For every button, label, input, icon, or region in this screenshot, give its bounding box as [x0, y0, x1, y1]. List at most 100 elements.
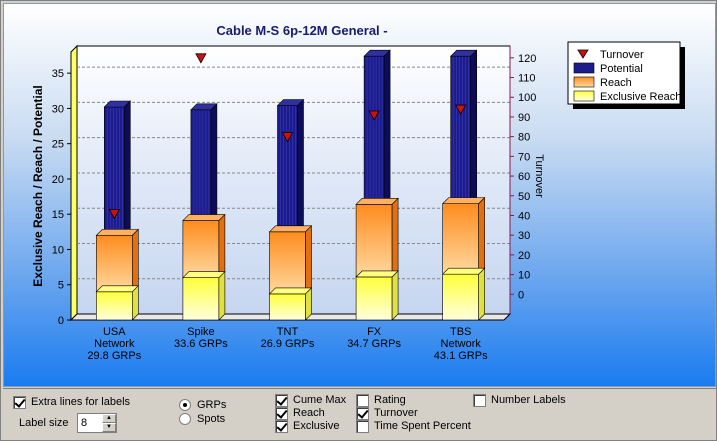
- bar-exclusive-side: [391, 270, 399, 321]
- x-category-label: 43.1 GRPs: [434, 350, 488, 362]
- radio-grps[interactable]: GRPs: [179, 398, 226, 412]
- label-size-spinner[interactable]: ▲ ▼: [77, 413, 117, 433]
- y-tick-label: 35: [52, 68, 64, 80]
- time-spent-label: Time Spent Percent: [374, 420, 471, 432]
- x-category-label: 33.6 GRPs: [174, 338, 228, 350]
- exclusive-label: Exclusive: [293, 420, 340, 432]
- y-tick-label: 15: [52, 209, 64, 221]
- bar-reach-side: [478, 196, 486, 275]
- exclusive-check-box[interactable]: [275, 419, 288, 433]
- x-category-label: FX: [367, 326, 382, 338]
- y-tick-label: 10: [52, 244, 64, 256]
- reach-checkbox[interactable]: Reach: [275, 406, 325, 420]
- extra-lines-label: Extra lines for labels: [31, 396, 131, 408]
- cume-max-checkbox[interactable]: Cume Max: [275, 393, 346, 407]
- bar-reach: [355, 204, 393, 278]
- legend-swatch: [573, 90, 595, 102]
- y2-tick-label: 110: [518, 73, 536, 85]
- legend-swatch: [573, 76, 595, 88]
- bar-exclusive: [96, 291, 133, 321]
- bar-exclusive-side: [305, 287, 312, 321]
- turnover-label: Turnover: [374, 407, 418, 419]
- bar-reach-side: [218, 213, 226, 279]
- bar-exclusive-top: [182, 271, 226, 278]
- extra-lines-checkbox[interactable]: Extra lines for labels: [13, 395, 130, 409]
- bar-exclusive: [355, 276, 393, 321]
- chart-title: Cable M-S 6p-12M General -: [216, 23, 387, 38]
- y-tick-label: 30: [52, 103, 64, 115]
- chart-panel: 0 5 10 15 20 25 30 35 0 10 20 30 40 50 60 70 80 90 100 110 1…: [3, 3, 716, 387]
- bar-reach-side: [305, 225, 312, 295]
- bar-reach-top: [268, 225, 313, 233]
- turnover-marker: [108, 209, 120, 220]
- exclusive-checkbox[interactable]: Exclusive: [275, 419, 339, 433]
- bar-exclusive: [269, 293, 306, 321]
- turnover-marker: [195, 53, 207, 64]
- y2-tick-label: 30: [518, 230, 530, 242]
- legend: Turnover Potential Reach Exclusive Reach: [567, 41, 685, 109]
- y-tick-label: 25: [52, 139, 64, 151]
- bar-reach: [182, 220, 220, 278]
- radio-grps-dot[interactable]: [179, 399, 191, 411]
- y2-tick-label: 70: [518, 151, 530, 163]
- y2-tick-label: 10: [518, 270, 530, 282]
- bar-reach-side: [391, 197, 399, 278]
- legend-label: Reach: [600, 77, 632, 89]
- turnover-marker: [281, 132, 294, 143]
- radio-spots[interactable]: Spots: [179, 412, 225, 426]
- y2-tick-label: 50: [518, 191, 530, 203]
- rating-check-box[interactable]: [356, 393, 369, 407]
- reach-check-box[interactable]: [275, 406, 288, 420]
- turnover-checkbox[interactable]: Turnover: [356, 406, 418, 420]
- bar-exclusive-side: [132, 285, 139, 321]
- cume-max-check-box[interactable]: [275, 393, 288, 407]
- legend-marker-turnover: [577, 49, 589, 59]
- y2-tick-label: 60: [518, 171, 530, 183]
- label-size-input[interactable]: [78, 414, 102, 432]
- spin-down-icon[interactable]: ▼: [102, 423, 116, 432]
- bar-exclusive-top: [441, 267, 486, 275]
- number-labels-checkbox[interactable]: Number Labels: [473, 393, 566, 407]
- time-spent-checkbox[interactable]: Time Spent Percent: [356, 419, 471, 433]
- radio-spots-label: Spots: [197, 413, 226, 425]
- x-category-label: TBS: [450, 326, 471, 338]
- bar-reach-top: [95, 229, 140, 236]
- y-axis-label: Exclusive Reach / Reach / Potential: [31, 85, 45, 286]
- number-labels-check-box[interactable]: [473, 393, 486, 407]
- bar-reach-top: [355, 198, 399, 205]
- rating-checkbox[interactable]: Rating: [356, 393, 406, 407]
- radio-grps-label: GRPs: [197, 399, 227, 411]
- bar-exclusive-top: [268, 287, 313, 295]
- spin-up-icon[interactable]: ▲: [102, 414, 116, 423]
- bar-reach: [269, 231, 306, 295]
- time-spent-check-box[interactable]: [356, 419, 369, 433]
- y2-tick-label: 0: [518, 289, 524, 301]
- label-size-label: Label size: [19, 416, 69, 430]
- x-category-label: TNT: [277, 326, 299, 338]
- radio-spots-dot[interactable]: [179, 413, 191, 425]
- turnover-marker: [455, 104, 467, 115]
- bar-reach: [442, 203, 480, 275]
- bar-exclusive-top: [95, 285, 140, 293]
- y2-axis-label: Turnover: [533, 154, 545, 198]
- plot-side-wall: [70, 44, 78, 322]
- bar-exclusive-top: [355, 270, 399, 278]
- bar-reach-side: [132, 228, 139, 293]
- y2-tick-label: 120: [518, 53, 536, 65]
- y2-tick-label: 80: [518, 132, 530, 144]
- x-category-label: Spike: [187, 326, 215, 338]
- x-category-label: Network: [94, 338, 135, 350]
- y-tick-label: 5: [58, 280, 64, 292]
- bar-reach-top: [182, 214, 226, 221]
- bar-exclusive-side: [478, 267, 486, 321]
- controls-panel: Extra lines for labels Label size ▲ ▼ GR…: [3, 388, 716, 440]
- y2-tick-label: 20: [518, 250, 530, 262]
- bar-exclusive: [442, 273, 480, 321]
- bar-exclusive-side: [218, 270, 226, 321]
- extra-lines-check-box[interactable]: [13, 395, 26, 409]
- chart: 0 5 10 15 20 25 30 35 0 10 20 30 40 50 60 70 80 90 100 110 1…: [31, 23, 685, 362]
- label-size-text: Label size: [19, 417, 69, 429]
- turnover-check-box[interactable]: [356, 406, 369, 420]
- x-category-label: Network: [441, 338, 482, 350]
